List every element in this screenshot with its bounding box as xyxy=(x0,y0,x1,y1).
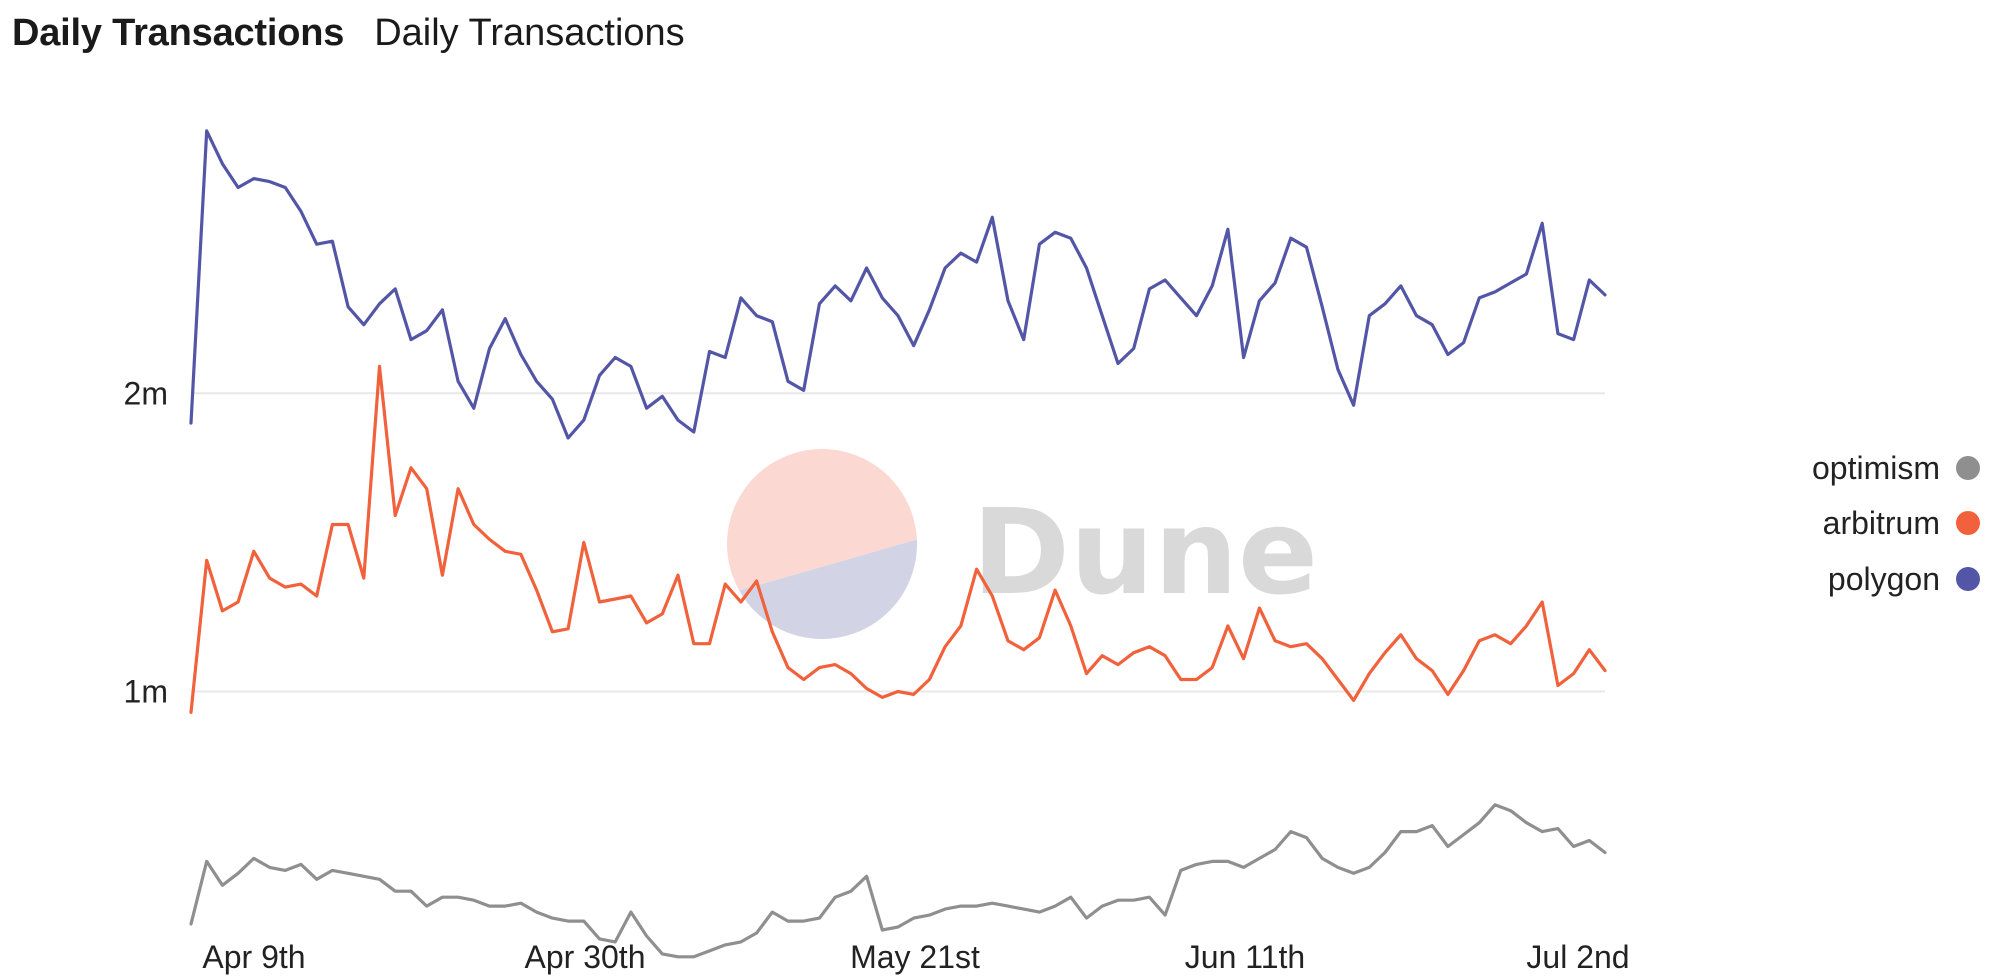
legend: optimism arbitrum polygon xyxy=(1812,450,1980,597)
legend-swatch xyxy=(1956,567,1980,591)
y-tick-label: 2m xyxy=(124,375,168,411)
chart-header: Daily Transactions Daily Transactions xyxy=(12,12,685,55)
legend-label: optimism xyxy=(1812,450,1940,486)
x-tick-label: Apr 9th xyxy=(202,939,305,975)
legend-label: polygon xyxy=(1828,561,1940,597)
series-line-polygon xyxy=(189,129,1607,440)
legend-swatch xyxy=(1956,456,1980,480)
series-line-optimism xyxy=(189,803,1607,959)
y-axis: 1m 2m xyxy=(124,375,168,709)
series-line-arbitrum xyxy=(189,364,1607,714)
x-tick-label: Apr 30th xyxy=(525,939,646,975)
x-tick-label: Jun 11th xyxy=(1185,939,1305,975)
watermark: Dune xyxy=(727,449,1318,639)
x-axis: Apr 9th Apr 30th May 21st Jun 11th Jul 2nd xyxy=(202,939,1629,975)
chart-title: Daily Transactions xyxy=(12,12,345,54)
chart-subtitle: Daily Transactions xyxy=(374,12,685,54)
legend-label: arbitrum xyxy=(1823,505,1940,541)
x-tick-label: Jul 2nd xyxy=(1526,939,1629,975)
x-tick-label: May 21st xyxy=(850,939,980,975)
series-lines xyxy=(189,129,1607,959)
legend-item-arbitrum[interactable]: arbitrum xyxy=(1823,505,1980,541)
legend-swatch xyxy=(1956,511,1980,535)
legend-item-polygon[interactable]: polygon xyxy=(1828,561,1980,597)
y-tick-label: 1m xyxy=(124,673,168,709)
legend-item-optimism[interactable]: optimism xyxy=(1812,450,1980,486)
watermark-text: Dune xyxy=(972,483,1318,621)
